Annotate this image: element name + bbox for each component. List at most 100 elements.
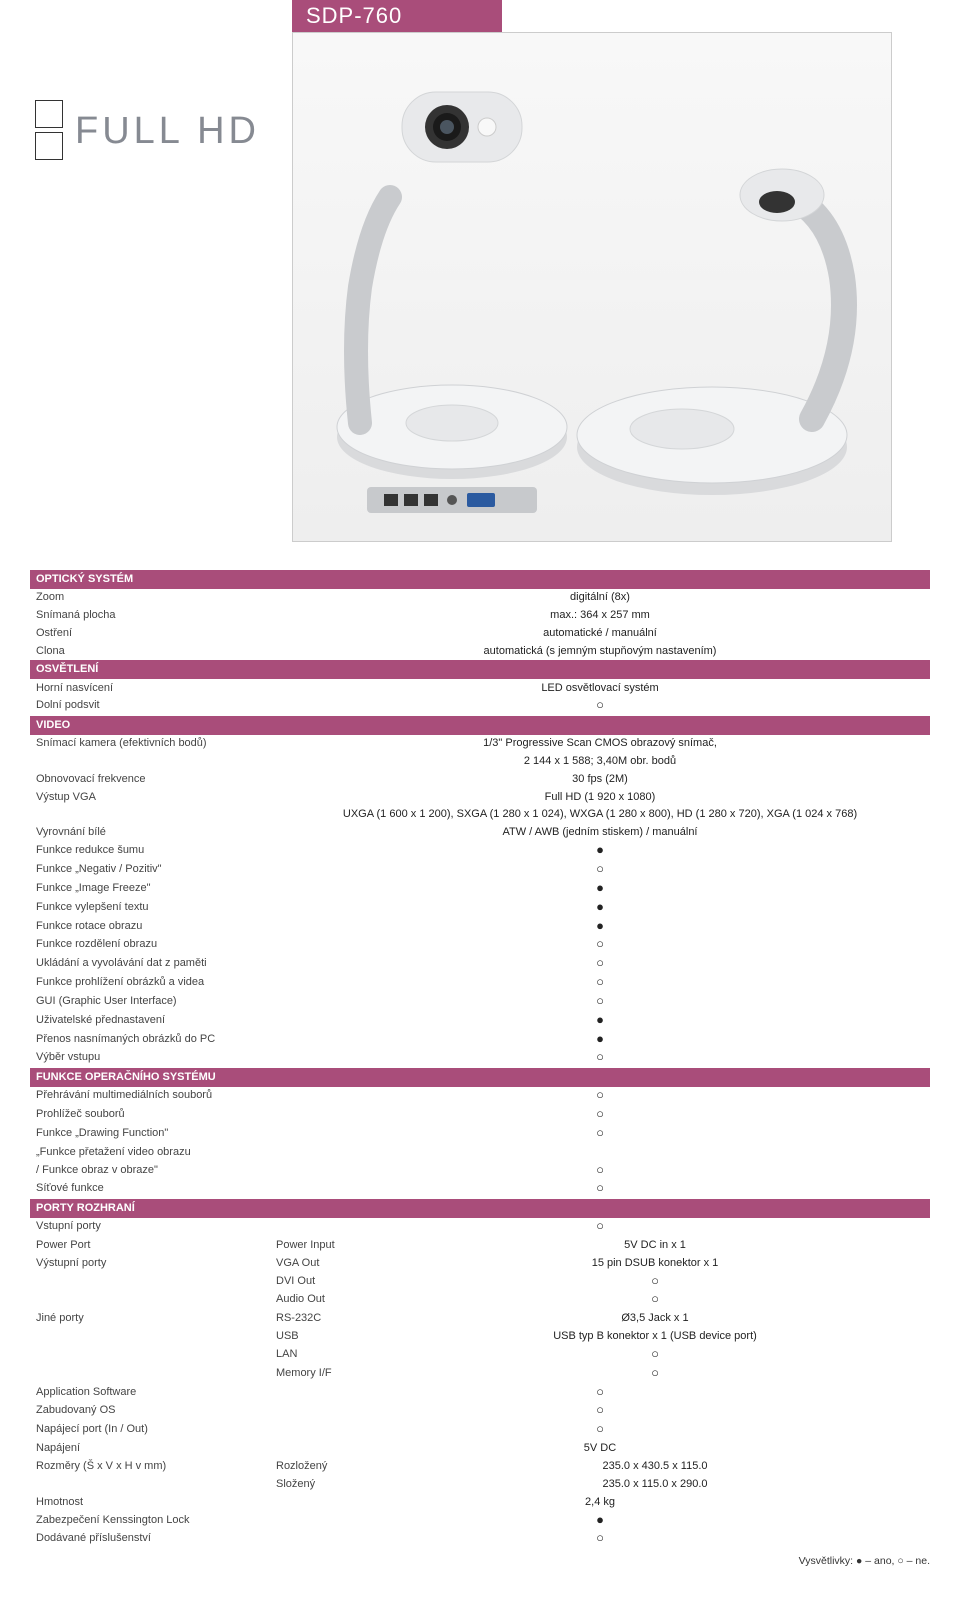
spec-value: 235.0 x 430.5 x 115.0 bbox=[380, 1458, 930, 1476]
section-title: OPTICKÝ SYSTÉM bbox=[30, 570, 930, 589]
spec-value: ● bbox=[270, 879, 930, 898]
spec-value: ○ bbox=[380, 1345, 930, 1364]
spec-sublabel: Audio Out bbox=[270, 1291, 380, 1310]
spec-value: 2,4 kg bbox=[270, 1493, 930, 1511]
spec-value: ○ bbox=[270, 955, 930, 974]
spec-value: digitální (8x) bbox=[270, 589, 930, 607]
spec-value: max.: 364 x 257 mm bbox=[270, 607, 930, 625]
datasheet-page: FULL HD SDP-760 bbox=[0, 0, 960, 1597]
spec-label: Funkce redukce šumu bbox=[30, 842, 270, 861]
spec-label: Vstupní porty bbox=[30, 1218, 270, 1237]
spec-label: Horní nasvícení bbox=[30, 679, 270, 697]
spec-label: Zabezpečení Kenssington Lock bbox=[30, 1511, 270, 1530]
spec-label: Síťové funkce bbox=[30, 1180, 270, 1199]
spec-row: Funkce rotace obrazu● bbox=[30, 917, 930, 936]
spec-row: Zabudovaný OS○ bbox=[30, 1402, 930, 1421]
spec-row: Funkce „Image Freeze"● bbox=[30, 879, 930, 898]
spec-value: 15 pin DSUB konektor x 1 bbox=[380, 1254, 930, 1272]
spec-label bbox=[30, 806, 270, 824]
spec-row: UXGA (1 600 x 1 200), SXGA (1 280 x 1 02… bbox=[30, 806, 930, 824]
spec-label bbox=[30, 752, 270, 770]
spec-label bbox=[30, 1345, 270, 1364]
spec-value: ○ bbox=[270, 974, 930, 993]
spec-sublabel: VGA Out bbox=[270, 1254, 380, 1272]
spec-label: Funkce prohlížení obrázků a videa bbox=[30, 974, 270, 993]
spec-value: ● bbox=[270, 1011, 930, 1030]
spec-label: Funkce „Drawing Function" bbox=[30, 1124, 270, 1143]
spec-value: ATW / AWB (jedním stiskem) / manuální bbox=[270, 824, 930, 842]
spec-row: Síťové funkce○ bbox=[30, 1180, 930, 1199]
spec-value: ○ bbox=[270, 1087, 930, 1106]
spec-label bbox=[30, 1272, 270, 1291]
spec-row: Dolní podsvit○ bbox=[30, 697, 930, 716]
spec-label: Zoom bbox=[30, 589, 270, 607]
spec-row: Funkce vylepšení textu● bbox=[30, 898, 930, 917]
spec-row: Vstupní porty○ bbox=[30, 1218, 930, 1237]
spec-label: Snímaná plocha bbox=[30, 607, 270, 625]
spec-value: automatické / manuální bbox=[270, 625, 930, 643]
spec-sublabel: Memory I/F bbox=[270, 1364, 380, 1383]
section-header-row: OSVĚTLENÍ bbox=[30, 660, 930, 679]
legend-text: Vysvětlivky: ● – ano, ○ – ne. bbox=[30, 1555, 930, 1567]
spec-row: Prohlížeč souborů○ bbox=[30, 1105, 930, 1124]
spec-row: Memory I/F○ bbox=[30, 1364, 930, 1383]
spec-sublabel: DVI Out bbox=[270, 1272, 380, 1291]
spec-value: ● bbox=[270, 917, 930, 936]
spec-label: Funkce rotace obrazu bbox=[30, 917, 270, 936]
spec-row: Zoomdigitální (8x) bbox=[30, 589, 930, 607]
spec-label: Prohlížeč souborů bbox=[30, 1105, 270, 1124]
spec-row: 2 144 x 1 588; 3,40M obr. bodů bbox=[30, 752, 930, 770]
spec-value: ● bbox=[270, 842, 930, 861]
spec-label: Ostření bbox=[30, 625, 270, 643]
spec-value: LED osvětlovací systém bbox=[270, 679, 930, 697]
spec-label: Napájení bbox=[30, 1440, 270, 1458]
spec-value: ○ bbox=[270, 1105, 930, 1124]
spec-row: Výstup VGAFull HD (1 920 x 1080) bbox=[30, 788, 930, 806]
spec-value: 30 fps (2M) bbox=[270, 770, 930, 788]
square-cyan-icon bbox=[35, 100, 63, 128]
spec-row: / Funkce obraz v obraze"○ bbox=[30, 1161, 930, 1180]
spec-label: Přenos nasnímaných obrázků do PC bbox=[30, 1030, 270, 1049]
spec-label: „Funkce přetažení video obrazu bbox=[30, 1143, 270, 1161]
spec-value: ○ bbox=[270, 1161, 930, 1180]
spec-value: ○ bbox=[270, 1421, 930, 1440]
spec-row: Složený235.0 x 115.0 x 290.0 bbox=[30, 1475, 930, 1493]
spec-value: ○ bbox=[270, 1383, 930, 1402]
spec-sublabel: Power Input bbox=[270, 1236, 380, 1254]
spec-row: „Funkce přetažení video obrazu bbox=[30, 1143, 930, 1161]
section-title: FUNKCE OPERAČNÍHO SYSTÉMU bbox=[30, 1068, 930, 1087]
spec-value: ○ bbox=[380, 1291, 930, 1310]
spec-label bbox=[30, 1364, 270, 1383]
spec-row: Přenos nasnímaných obrázků do PC● bbox=[30, 1030, 930, 1049]
spec-label: GUI (Graphic User Interface) bbox=[30, 992, 270, 1011]
spec-row: Funkce „Negativ / Pozitiv"○ bbox=[30, 861, 930, 880]
spec-value: ○ bbox=[270, 1402, 930, 1421]
spec-value: ● bbox=[270, 898, 930, 917]
spec-row: Snímaná plochamax.: 364 x 257 mm bbox=[30, 607, 930, 625]
spec-sublabel: Složený bbox=[270, 1475, 380, 1493]
spec-row: Clonaautomatická (s jemným stupňovým nas… bbox=[30, 642, 930, 660]
section-header-row: OPTICKÝ SYSTÉM bbox=[30, 570, 930, 589]
spec-value: ○ bbox=[270, 992, 930, 1011]
spec-label: Clona bbox=[30, 642, 270, 660]
spec-value: ○ bbox=[380, 1364, 930, 1383]
spec-value: 1/3" Progressive Scan CMOS obrazový sním… bbox=[270, 735, 930, 753]
spec-label: Hmotnost bbox=[30, 1493, 270, 1511]
spec-sublabel: LAN bbox=[270, 1345, 380, 1364]
spec-label: Dodávané příslušenství bbox=[30, 1530, 270, 1549]
product-photo-placeholder bbox=[293, 33, 891, 541]
spec-row: LAN○ bbox=[30, 1345, 930, 1364]
spec-row: Funkce rozdělení obrazu○ bbox=[30, 936, 930, 955]
spec-value: ○ bbox=[270, 936, 930, 955]
spec-label: Výstupní porty bbox=[30, 1254, 270, 1272]
spec-value: ○ bbox=[270, 697, 930, 716]
spec-row: Snímací kamera (efektivních bodů)1/3" Pr… bbox=[30, 735, 930, 753]
spec-label: Přehrávání multimediálních souborů bbox=[30, 1087, 270, 1106]
section-title: OSVĚTLENÍ bbox=[30, 660, 930, 679]
spec-sublabel: Rozložený bbox=[270, 1458, 380, 1476]
spec-label: Funkce „Image Freeze" bbox=[30, 879, 270, 898]
spec-row: Ostřeníautomatické / manuální bbox=[30, 625, 930, 643]
spec-row: Dodávané příslušenství○ bbox=[30, 1530, 930, 1549]
spec-label: Funkce „Negativ / Pozitiv" bbox=[30, 861, 270, 880]
spec-row: Ukládání a vyvolávání dat z paměti○ bbox=[30, 955, 930, 974]
